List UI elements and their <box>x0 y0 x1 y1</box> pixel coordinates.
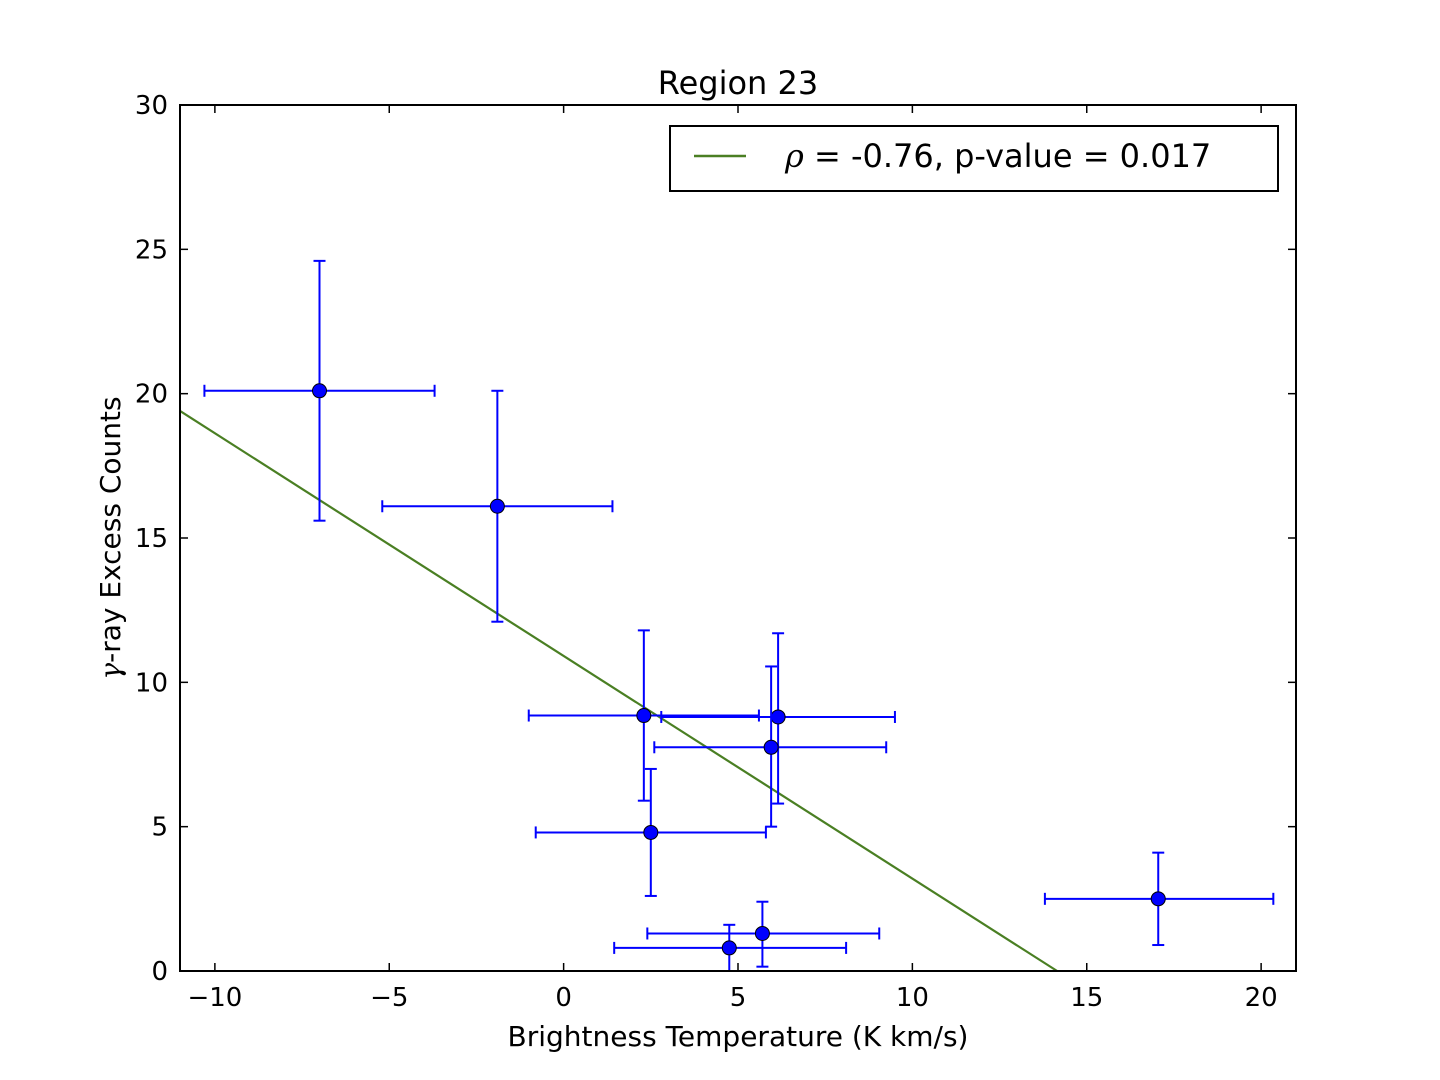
data-point-marker <box>770 709 786 725</box>
ticks-layer: −10 −5 0 5 10 15 20 0 5 10 15 20 25 30 <box>135 91 1296 1013</box>
legend-frame <box>669 125 1279 192</box>
legend-entry: ρ = -0.76, p-value = 0.017 <box>784 137 1211 175</box>
y-tick-label: 0 <box>151 957 168 987</box>
plot-area <box>179 259 1275 972</box>
data-point-group <box>534 767 767 897</box>
data-point-marker <box>1150 891 1166 907</box>
legend-entry-text: = -0.76, p-value = 0.017 <box>804 137 1211 175</box>
x-tick-label: 10 <box>896 983 929 1013</box>
data-points-layer <box>203 259 1275 972</box>
y-tick-label: 15 <box>135 524 168 554</box>
data-point-marker <box>721 940 737 956</box>
data-point-group <box>646 900 881 968</box>
fit-line-layer <box>179 410 1058 972</box>
y-tick-label: 5 <box>151 813 168 843</box>
x-tick-label: 0 <box>555 983 572 1013</box>
y-tick-label: 20 <box>135 380 168 410</box>
chart-title: Region 23 <box>658 64 818 102</box>
data-point-group <box>203 259 436 522</box>
x-axis-label: Brightness Temperature (K km/s) <box>508 1020 969 1053</box>
y-axis-label-text: -ray Excess Counts <box>94 396 127 662</box>
legend: ρ = -0.76, p-value = 0.017 <box>669 125 1279 192</box>
legend-rho-symbol: ρ <box>784 137 804 175</box>
x-tick-label: −5 <box>370 983 408 1013</box>
data-point-marker <box>636 708 652 724</box>
data-point-marker <box>643 824 659 840</box>
x-tick-label: 20 <box>1245 983 1278 1013</box>
y-tick-label: 25 <box>135 235 168 265</box>
data-point-marker <box>763 739 779 755</box>
x-tick-label: 5 <box>730 983 747 1013</box>
data-point-group <box>653 665 888 828</box>
data-point-group <box>381 389 614 623</box>
y-axis-label: γ-ray Excess Counts <box>94 396 127 679</box>
data-point-marker <box>754 925 770 941</box>
y-tick-label: 30 <box>135 91 168 121</box>
x-tick-label: −10 <box>187 983 242 1013</box>
data-point-group <box>1043 851 1275 947</box>
y-axis-label-symbol: γ <box>94 663 127 680</box>
data-point-group <box>527 629 760 802</box>
data-point-marker <box>489 498 505 514</box>
x-tick-label: 15 <box>1070 983 1103 1013</box>
y-tick-label: 10 <box>135 668 168 698</box>
fit-line <box>179 410 1058 972</box>
data-point-marker <box>312 383 327 399</box>
